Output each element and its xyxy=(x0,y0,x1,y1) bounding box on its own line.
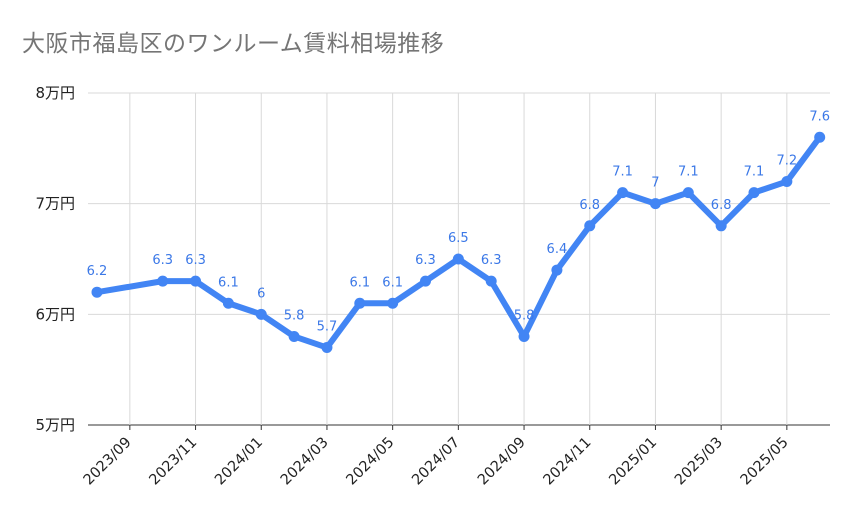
data-point xyxy=(157,275,169,287)
data-point xyxy=(321,342,333,354)
data-label: 6.8 xyxy=(711,198,732,213)
data-point xyxy=(354,297,366,309)
data-label: 6 xyxy=(257,286,265,301)
x-tick-label: 2024/11 xyxy=(541,435,595,489)
data-label: 6.3 xyxy=(415,253,436,268)
data-label: 6.3 xyxy=(185,253,206,268)
y-axis-ticks: 5万円 6万円 7万円 8万円 xyxy=(35,84,75,434)
data-label: 6.8 xyxy=(579,198,600,213)
x-tick-label: 2024/03 xyxy=(278,435,332,489)
y-tick-label: 8万円 xyxy=(35,84,75,102)
x-tick-label: 2024/05 xyxy=(344,435,398,489)
y-tick-label: 7万円 xyxy=(35,195,75,213)
x-axis-ticks: 2023/09 2023/11 2024/01 2024/03 2024/05 2024/… xyxy=(81,435,792,489)
data-label: 7.1 xyxy=(612,165,633,180)
data-point xyxy=(387,297,399,309)
x-tick-label: 2025/01 xyxy=(606,435,660,489)
data-point xyxy=(190,275,202,287)
x-tick-label: 2024/09 xyxy=(475,435,529,489)
data-label: 6.2 xyxy=(87,264,108,279)
data-label: 6.1 xyxy=(382,275,403,290)
data-point xyxy=(452,253,464,265)
data-point xyxy=(222,297,234,309)
data-point xyxy=(485,275,497,287)
data-label: 5.7 xyxy=(317,320,338,335)
data-labels: 6.2 6.3 6.3 6.1 6 5.8 5.7 6.1 6.1 6.3 6.5 6.3 5.8 6.4… xyxy=(87,109,830,334)
y-tick-label: 6万円 xyxy=(35,305,75,323)
data-label: 6.3 xyxy=(481,253,502,268)
y-tick-label: 5万円 xyxy=(35,416,75,434)
data-point xyxy=(420,275,431,287)
series-layer xyxy=(91,131,826,354)
data-label: 5.8 xyxy=(514,308,535,323)
data-point xyxy=(584,220,596,232)
data-label: 5.8 xyxy=(284,308,305,323)
data-label: 7 xyxy=(651,176,659,191)
data-label: 7.2 xyxy=(777,154,798,169)
data-label: 6.3 xyxy=(152,253,173,268)
data-point xyxy=(748,187,760,199)
data-point xyxy=(617,187,629,199)
chart-title: 大阪市福島区のワンルーム賃料相場推移 xyxy=(22,31,445,57)
data-point xyxy=(255,308,267,320)
x-tick-label: 2024/01 xyxy=(212,435,266,489)
data-label: 7.6 xyxy=(809,109,830,124)
x-tick-label: 2023/09 xyxy=(81,435,135,489)
data-point xyxy=(781,176,793,188)
data-label: 6.1 xyxy=(218,275,239,290)
x-tick-label: 2025/03 xyxy=(672,435,726,489)
data-label: 7.1 xyxy=(744,165,765,180)
data-point xyxy=(288,330,300,342)
x-tick-label: 2023/11 xyxy=(146,435,200,489)
data-point xyxy=(715,220,727,232)
data-label: 6.4 xyxy=(547,242,568,257)
data-point xyxy=(649,198,661,210)
data-label: 6.5 xyxy=(448,231,469,246)
data-label: 6.1 xyxy=(349,275,370,290)
data-point xyxy=(551,264,563,276)
data-point xyxy=(814,131,826,143)
data-point xyxy=(682,187,694,199)
data-label: 7.1 xyxy=(678,165,699,180)
data-point xyxy=(91,286,103,298)
x-tick-label: 2024/07 xyxy=(409,435,463,489)
data-point xyxy=(518,330,530,342)
x-tick-label: 2025/05 xyxy=(738,435,792,489)
series-line xyxy=(94,134,823,351)
